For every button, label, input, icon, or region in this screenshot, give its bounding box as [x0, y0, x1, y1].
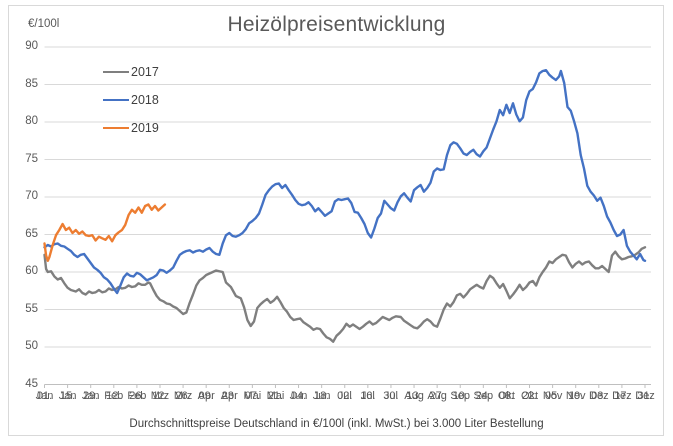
legend-line-sample: [103, 98, 129, 102]
x-axis-label-day: 15.: [59, 390, 76, 402]
series-line-2018: [43, 68, 647, 295]
y-axis-label: 90: [25, 40, 38, 52]
legend: 2017 2018 2019: [103, 58, 159, 142]
x-axis-label-day: 13.: [406, 390, 422, 402]
x-axis-label-month: Jun: [312, 390, 331, 402]
x-axis-label-day: 05.: [544, 390, 561, 402]
y-axis-label: 65: [25, 227, 38, 240]
y-axis-label: 85: [25, 77, 38, 90]
x-axis-label-day: 02.: [337, 390, 353, 402]
y-axis-label: 60: [25, 265, 38, 277]
x-axis-label-day: 22.: [521, 390, 538, 402]
x-axis-label-month: Jul: [337, 390, 352, 402]
legend-label: 2017: [131, 65, 159, 79]
x-axis-label-day: 01.: [36, 390, 53, 402]
legend-line-sample: [103, 70, 129, 74]
x-axis-label-day: 12.: [152, 390, 168, 402]
x-axis-label-month: Jan: [81, 390, 100, 402]
x-axis-label-day: 18.: [313, 390, 330, 402]
x-axis-label-day: 26.: [175, 390, 191, 402]
series-line-2017: [43, 246, 647, 343]
x-axis-label-month: Feb: [104, 390, 124, 402]
x-axis-label-day: 31.: [637, 390, 653, 402]
x-axis-label-month: Aug: [427, 390, 447, 402]
series-line-2019: [43, 203, 167, 262]
y-axis-label: 50: [25, 340, 38, 352]
x-axis-label-month: Apr: [197, 390, 215, 402]
chart-caption: Durchschnittspreise Deutschland in €/100…: [129, 418, 544, 430]
x-axis-label-day: 26.: [129, 390, 145, 402]
x-axis-label-month: Aug: [404, 390, 424, 402]
x-axis-label-day: 10.: [452, 390, 468, 402]
x-axis-label-month: Dez: [635, 390, 655, 402]
x-axis-label-day: 19.: [568, 390, 584, 402]
x-axis-label-month: Nov: [565, 390, 586, 402]
x-axis-label-day: 23.: [221, 390, 237, 402]
legend-label: 2018: [131, 93, 159, 107]
y-axis-label: 45: [25, 377, 38, 390]
x-axis-label-day: 21.: [267, 390, 284, 402]
legend-line-sample: [103, 126, 129, 130]
chart-border: [8, 5, 664, 436]
x-axis-label-month: Mai: [266, 390, 285, 402]
legend-item-2018: 2018: [103, 86, 159, 114]
x-axis-label-month: Sep: [473, 390, 494, 402]
x-axis-label-month: Dez: [612, 390, 632, 402]
y-axis-label: 70: [25, 190, 38, 202]
x-axis-label-day: 04.: [290, 390, 307, 402]
x-axis-label-month: Apr: [220, 390, 238, 402]
x-axis-label-month: Mrz: [173, 390, 193, 402]
y-axis-label: 80: [25, 115, 38, 127]
x-axis-label-day: 16.: [360, 390, 376, 402]
x-axis-label-month: Jan: [58, 390, 77, 402]
x-axis-label-day: 08.: [498, 390, 515, 402]
x-axis-label-day: 27.: [429, 390, 445, 402]
x-axis-label-day: 07.: [244, 390, 260, 402]
x-axis-label-day: 03.: [591, 390, 607, 402]
x-axis-label-day: 30.: [383, 390, 399, 402]
y-axis-label: 55: [25, 302, 38, 315]
legend-label: 2019: [131, 121, 159, 135]
x-axis-label-month: Dez: [589, 390, 609, 402]
x-axis-label-month: Jan: [35, 390, 54, 402]
legend-item-2017: 2017: [103, 58, 159, 86]
x-axis-label-day: 12.: [106, 390, 122, 402]
x-axis-label-month: Jul: [360, 390, 375, 402]
x-axis-label-day: 24.: [475, 390, 491, 402]
x-axis-label-month: Mai: [243, 390, 262, 402]
x-axis-label-month: Okt: [497, 390, 515, 402]
y-axis-unit-label: €/100l: [28, 18, 60, 30]
x-axis-label-day: 09.: [198, 390, 214, 402]
legend-item-2019: 2019: [103, 114, 159, 142]
x-axis-label-month: Nov: [542, 390, 563, 402]
x-axis-label-month: Jun: [289, 390, 308, 402]
y-axis-label: 75: [25, 152, 38, 165]
x-axis-label-day: 17.: [614, 390, 630, 402]
x-axis-label-day: 29.: [83, 390, 99, 402]
x-axis-label-month: Feb: [127, 390, 147, 402]
x-axis-label-month: Okt: [520, 390, 539, 402]
x-axis-label-month: Sep: [450, 390, 470, 402]
x-axis-label-month: Jul: [383, 390, 398, 402]
chart-title: Heizölpreisentwicklung: [227, 13, 446, 36]
x-axis-label-month: Mrz: [150, 390, 170, 402]
